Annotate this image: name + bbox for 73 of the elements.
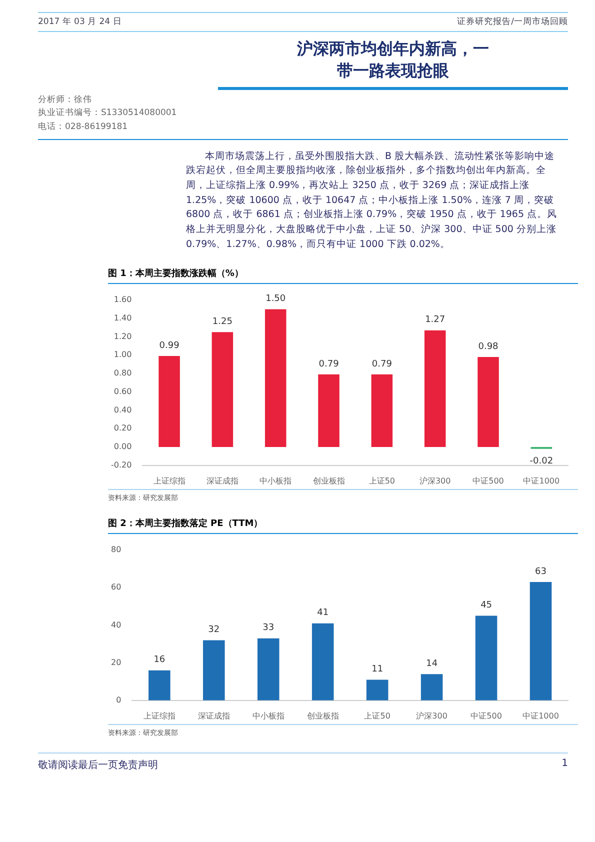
bar [203, 640, 225, 700]
x-tick-label: 中证1000 [523, 476, 560, 485]
bar [478, 356, 499, 447]
y-tick-label: 60 [110, 582, 122, 592]
bar [530, 582, 552, 700]
y-tick-label: 1.60 [114, 294, 132, 304]
x-tick-label: 中小板指 [252, 710, 284, 720]
y-tick-label: 80 [110, 544, 122, 554]
y-tick-label: 0 [116, 695, 122, 704]
y-tick-label: 40 [110, 620, 122, 629]
text: 沪深两市均创年内新高，一带一路表现抢眼 [296, 38, 490, 82]
text: 2017 年 03 月 24 日 [38, 16, 122, 28]
x-tick-label: 上证50 [364, 710, 390, 720]
text: 本周市场震荡上行，虽受外围股指大跌、B 股大幅杀跌、流动性紧张等影响中途跌宕起伏，但全周主要股指均收涨，除创业板指外，多个指数均创出年内新高。全周，上证综指上涨 0.99%，再次站上 3250 点，收于 3269 点；深证成指上涨 1.25%，突破 10600 点，收于 10647 点；中小板指上涨 1.50%，连涨 7 周，突破 6800 点，收于 6861 点；创业板指上涨 0.79%，突破 1950 点，收于 1965 点。风格上并无明显分化，大盘股略优于中小盘，上证 50、沪深 300、中证 500 分别上涨 0.79%、1.27%、0.98%，而只有中证 1000 下跌 0.02%。 [186, 150, 558, 252]
data-label: 1.50 [266, 294, 286, 304]
x-tick-label: 深证成指 [198, 710, 230, 720]
chart-title: 图 1：本周主要指数涨跌幅（%） [108, 266, 578, 284]
text: 1 [562, 758, 568, 771]
data-label: 33 [262, 622, 274, 633]
bar [318, 374, 340, 447]
y-tick-label: 1.20 [114, 331, 132, 340]
bar [366, 679, 388, 700]
y-tick-label: -0.20 [110, 460, 132, 470]
data-label: 0.98 [478, 341, 499, 352]
data-label: 0.79 [318, 358, 340, 369]
data-label: 0.99 [159, 340, 180, 350]
bar [371, 374, 393, 447]
data-label: 0.79 [372, 358, 392, 369]
y-tick-label: 0.40 [114, 404, 132, 414]
bar [312, 622, 334, 700]
data-label: 45 [480, 600, 492, 610]
data-label: 1.25 [212, 316, 232, 327]
x-tick-label: 创业板指 [312, 476, 345, 485]
y-tick-label: 1.40 [114, 313, 132, 322]
bar [257, 638, 280, 700]
y-tick-label: 0.60 [114, 386, 132, 396]
data-label: 63 [535, 566, 546, 576]
x-tick-label: 中小板指 [260, 476, 292, 485]
data-label: -0.02 [530, 456, 554, 466]
y-tick-label: 0.20 [114, 423, 132, 432]
x-tick-label: 中证500 [472, 476, 504, 485]
x-tick-label: 深证成指 [206, 476, 238, 485]
text: 电话：028-86199181 [38, 120, 129, 134]
bar [264, 308, 286, 447]
x-tick-label: 创业板指 [306, 710, 339, 720]
y-tick-label: 0.80 [114, 368, 132, 378]
data-label: 16 [154, 654, 166, 665]
text: 敬请阅读最后一页免责声明 [38, 758, 158, 772]
text: 执业证书编号：S1330514080001 [38, 107, 178, 120]
bar [475, 615, 498, 700]
data-label: 14 [426, 658, 438, 669]
text: 证券研究报告/一周市场回顾 [457, 16, 568, 28]
bar [420, 674, 443, 700]
bar [212, 332, 234, 447]
bar [148, 670, 170, 700]
bar [158, 356, 180, 447]
data-label: 32 [208, 624, 220, 635]
x-tick-label: 上证50 [368, 476, 396, 485]
y-tick-label: 20 [110, 657, 122, 666]
x-tick-label: 上证综指 [153, 476, 186, 485]
data-label: 11 [372, 664, 384, 674]
y-tick-label: 1.00 [114, 350, 132, 359]
x-tick-label: 沪深300 [416, 710, 448, 720]
x-tick-label: 沪深300 [419, 476, 451, 485]
x-tick-label: 上证综指 [143, 710, 176, 720]
y-tick-label: 0.00 [114, 442, 132, 451]
text: 分析师：徐伟 [38, 94, 93, 107]
data-label: 41 [317, 608, 329, 618]
bar [424, 330, 446, 447]
x-tick-label: 中证1000 [522, 710, 559, 720]
chart-title: 图 2：本周主要指数落定 PE（TTM） [108, 516, 578, 534]
x-tick-label: 中证500 [470, 710, 502, 720]
data-label: 1.27 [425, 314, 446, 325]
